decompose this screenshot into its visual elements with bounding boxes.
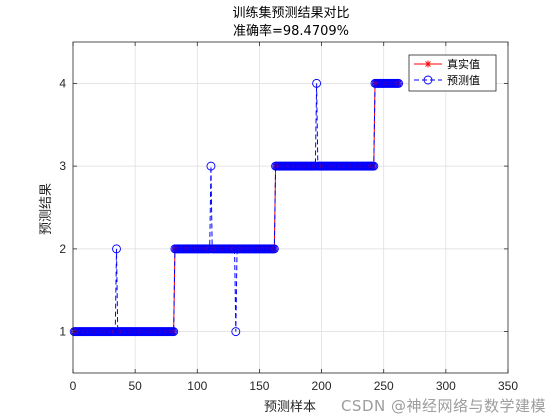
x-tick-label: 200 bbox=[312, 379, 332, 393]
y-tick-label: 3 bbox=[59, 159, 66, 173]
legend: 真实值 预测值 bbox=[408, 54, 497, 92]
x-tick-label: 350 bbox=[498, 379, 518, 393]
x-tick-label: 100 bbox=[187, 379, 207, 393]
legend-entry-pred: 预测值 bbox=[414, 74, 480, 87]
series-layer bbox=[69, 78, 404, 337]
pred-point bbox=[230, 244, 240, 254]
pred-point bbox=[206, 161, 216, 171]
axis-ticks: 0 50 100 150 200 250 300 350 1 2 3 4 bbox=[59, 42, 518, 393]
chart-title: 训练集预测结果对比 bbox=[232, 5, 349, 21]
y-axis-label: 预测结果 bbox=[39, 183, 54, 235]
series-pred-markers bbox=[69, 78, 404, 337]
pred-point bbox=[205, 244, 215, 254]
plot-area bbox=[73, 42, 508, 373]
y-tick-label: 2 bbox=[59, 242, 66, 256]
pred-point bbox=[269, 244, 279, 254]
pred-point bbox=[112, 244, 121, 254]
legend-marker-true bbox=[424, 60, 432, 68]
y-tick-label: 1 bbox=[59, 325, 66, 339]
x-tick-label: 300 bbox=[436, 379, 456, 393]
chart-subtitle: 准确率=98.4709% bbox=[233, 23, 349, 39]
legend-entry-true: 真实值 bbox=[414, 57, 480, 71]
legend-circle-icon bbox=[423, 75, 433, 85]
pred-point bbox=[310, 161, 320, 171]
legend-box bbox=[408, 54, 497, 92]
x-tick-label: 0 bbox=[70, 379, 77, 393]
x-tick-label: 150 bbox=[249, 379, 269, 393]
x-axis-label: 预测样本 bbox=[264, 400, 316, 415]
pred-point bbox=[231, 327, 241, 337]
x-tick-label: 250 bbox=[374, 379, 394, 393]
pred-point bbox=[369, 161, 379, 171]
y-tick-label: 4 bbox=[59, 76, 66, 90]
pred-point bbox=[110, 327, 120, 337]
pred-point bbox=[169, 327, 179, 337]
plot-frame bbox=[72, 41, 509, 374]
x-tick-label: 50 bbox=[128, 379, 142, 393]
watermark: CSDN @神经网络与数学建模 bbox=[340, 397, 546, 415]
legend-marker-pred bbox=[423, 75, 433, 85]
legend-star-icon bbox=[424, 60, 432, 68]
legend-label-true: 真实值 bbox=[447, 57, 480, 71]
legend-label-pred: 预测值 bbox=[447, 74, 480, 87]
pred-point bbox=[312, 78, 322, 88]
pred-point bbox=[394, 78, 404, 88]
